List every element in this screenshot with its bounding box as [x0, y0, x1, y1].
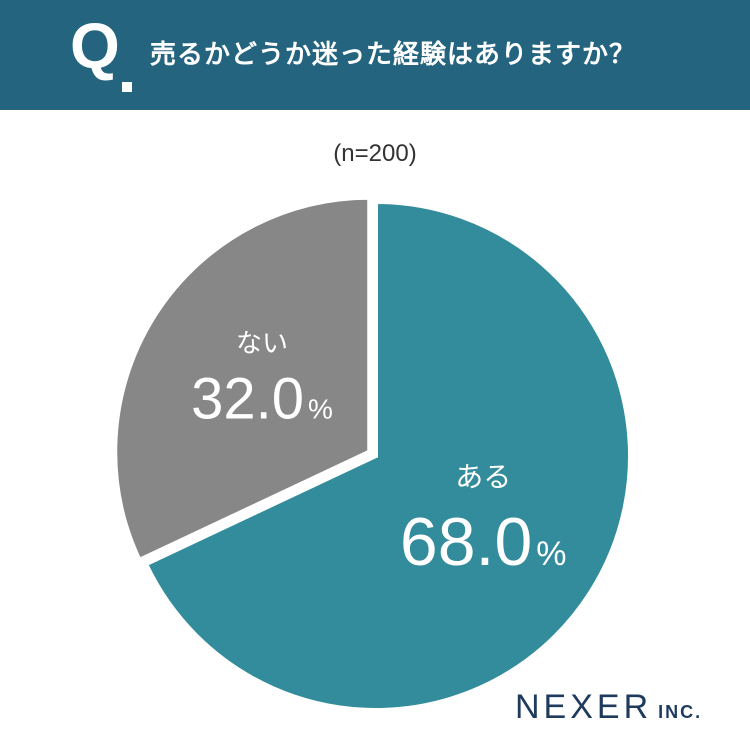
q-dot-decoration [122, 82, 132, 92]
slice-label-category: ある [455, 461, 511, 494]
q-mark: Q [70, 10, 120, 82]
pie-slice-no [113, 195, 372, 563]
slice-label-category: ない [236, 329, 288, 359]
logo-sub: INC. [658, 702, 703, 722]
slice-label-value: 32.0% [191, 366, 333, 431]
logo-main: NEXER [515, 688, 653, 726]
header-bar: Q 売るかどうか迷った経験はありますか？ [0, 0, 750, 110]
nexer-logo: NEXER INC. [515, 690, 702, 724]
sample-size: (n=200) [333, 140, 417, 167]
question-text: 売るかどうか迷った経験はありますか？ [150, 40, 637, 70]
slice-label-value: 68.0% [400, 504, 567, 580]
pie-slice-yes [143, 199, 632, 712]
